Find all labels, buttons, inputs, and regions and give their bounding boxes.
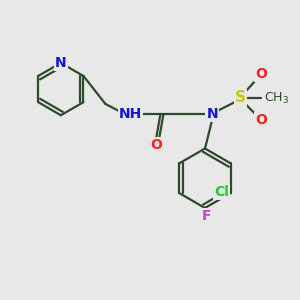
Text: F: F	[202, 209, 211, 223]
Text: N: N	[55, 56, 67, 70]
Text: Cl: Cl	[214, 184, 229, 199]
Text: O: O	[255, 67, 267, 81]
Text: O: O	[150, 138, 162, 152]
Text: CH$_3$: CH$_3$	[264, 90, 290, 106]
Text: N: N	[207, 107, 218, 121]
Text: O: O	[255, 113, 267, 127]
Text: S: S	[235, 91, 246, 106]
Text: NH: NH	[119, 107, 142, 121]
